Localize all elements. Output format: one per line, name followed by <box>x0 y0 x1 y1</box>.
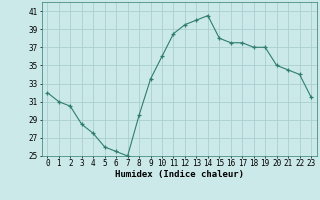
X-axis label: Humidex (Indice chaleur): Humidex (Indice chaleur) <box>115 170 244 179</box>
